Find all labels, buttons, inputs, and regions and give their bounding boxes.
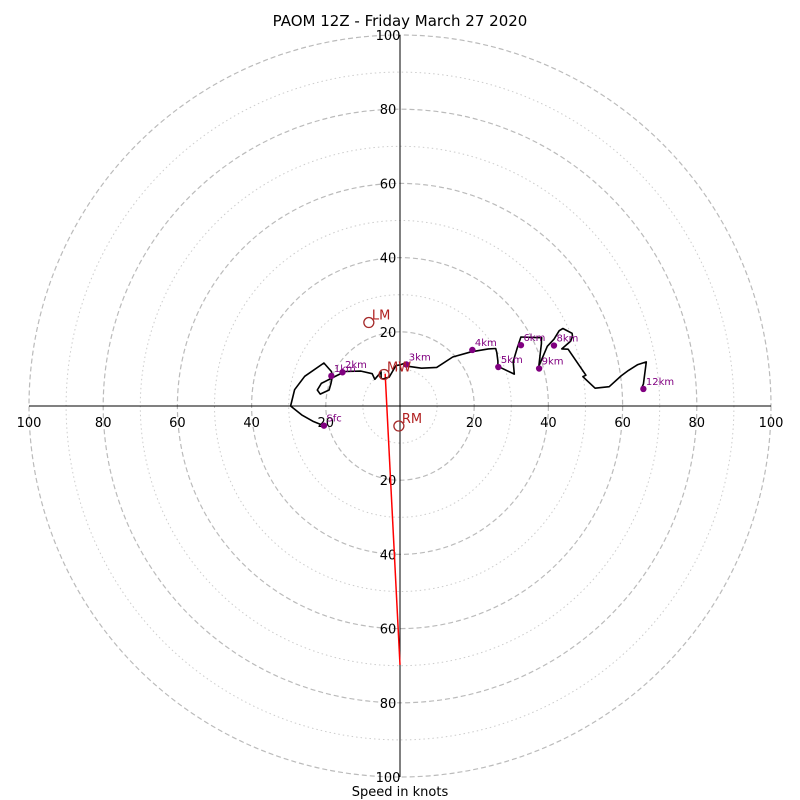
height-label-6km: 6km (523, 333, 545, 344)
height-label-1km: 1km (334, 364, 356, 375)
storm-motion-label-lm: LM (372, 309, 390, 324)
x-axis-label: Speed in knots (352, 785, 449, 800)
height-marker-6km (517, 341, 525, 349)
height-label-2km: 2km (345, 360, 367, 371)
x-tick-label: 60 (169, 416, 186, 431)
y-tick-label: 60 (380, 623, 397, 638)
height-marker-12km (640, 385, 647, 393)
x-tick-label: 80 (95, 416, 112, 431)
storm-motion-markers: LM MW RM (363, 309, 422, 432)
height-marker-5km (495, 363, 502, 371)
storm-motion-marker-lm (363, 316, 375, 329)
height-label-4km: 4km (475, 338, 497, 349)
height-marker-2km (339, 369, 346, 376)
height-marker-1km (328, 372, 335, 380)
y-tick-label: 100 (376, 29, 401, 44)
y-tick-label: 100 (376, 771, 401, 786)
storm-motion-marker-mw (378, 368, 390, 381)
x-tick-label: 100 (759, 416, 784, 431)
height-label-9km: 9km (542, 357, 564, 368)
hodograph-line (289, 327, 648, 427)
height-label-12km: 12km (646, 377, 674, 388)
x-tick-label: 20 (466, 416, 483, 431)
chart-title: PAOM 12Z - Friday March 27 2020 (273, 12, 528, 30)
y-tick-label: 60 (380, 177, 397, 192)
x-tick-label: 40 (540, 416, 557, 431)
y-tick-label: 80 (380, 103, 397, 118)
y-tick-label: 80 (380, 697, 397, 712)
height-label-sfc: Sfc (326, 414, 341, 425)
bulk-shear-line (384, 373, 401, 665)
y-tick-label: 40 (380, 252, 397, 267)
height-marker-4km (469, 346, 476, 354)
height-marker-9km (535, 365, 543, 372)
y-tick-label: 20 (380, 326, 397, 341)
height-marker-3km (403, 361, 410, 368)
height-label-8km: 8km (556, 334, 578, 345)
storm-motion-marker-rm (393, 420, 405, 432)
axes (29, 35, 771, 777)
height-marker-8km (550, 342, 558, 349)
x-tick-label: 40 (243, 416, 260, 431)
storm-motion-label-rm: RM (402, 412, 422, 427)
height-label-5km: 5km (501, 355, 523, 366)
x-tick-label: 60 (614, 416, 631, 431)
tick-labels: 1008060402020406080100100806040202040608… (17, 29, 784, 786)
x-tick-label: 100 (17, 416, 42, 431)
storm-motion-label-mw: MW (387, 360, 411, 375)
height-marker-sfc (320, 422, 328, 429)
hodograph-trace (289, 327, 648, 427)
y-tick-label: 40 (380, 548, 397, 563)
height-label-3km: 3km (409, 352, 431, 363)
y-tick-label: 20 (380, 474, 397, 489)
x-tick-label: 80 (689, 416, 706, 431)
shear-vector (384, 373, 401, 665)
